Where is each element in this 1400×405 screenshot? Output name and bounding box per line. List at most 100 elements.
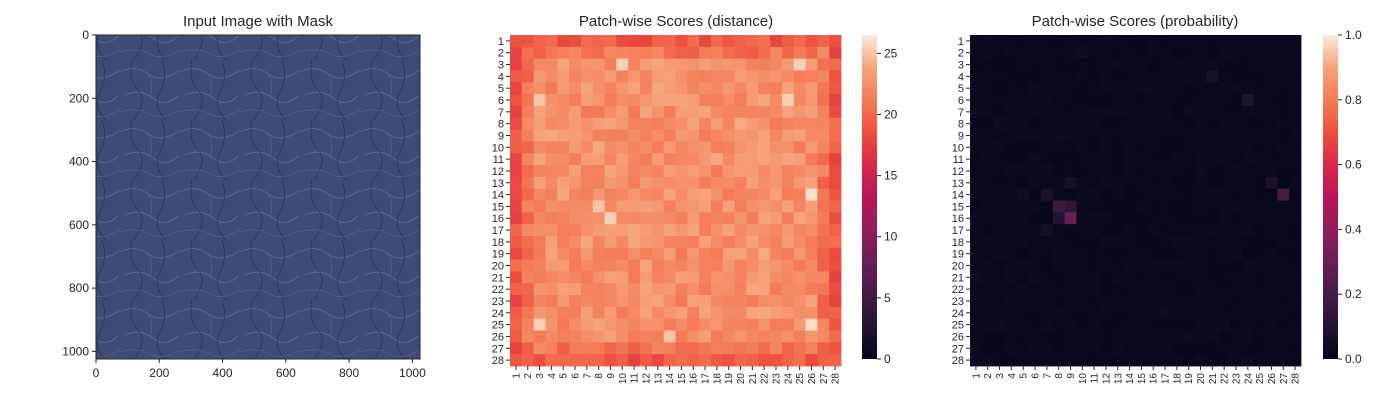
heatmap-cell	[981, 46, 995, 60]
heatmap-cell	[1040, 283, 1054, 296]
heatmap-cell	[770, 259, 783, 272]
heatmap-cell	[829, 129, 842, 142]
heatmap-cell	[1017, 354, 1030, 367]
heatmap-cell	[1206, 235, 1219, 249]
heatmap-cell	[1182, 224, 1196, 237]
heatmap-cell	[710, 188, 724, 201]
heatmap-cell	[1052, 35, 1065, 48]
heatmap-cell	[1052, 70, 1065, 83]
heatmap-cell	[533, 235, 546, 249]
col-tick-label: 9	[1066, 373, 1077, 379]
heatmap-cell	[592, 271, 605, 284]
heatmap-cell	[1206, 58, 1219, 71]
heatmap-cell	[1029, 46, 1042, 60]
heatmap-cell	[604, 306, 617, 320]
heatmap-cell	[781, 306, 795, 320]
heatmap-cell	[1206, 295, 1219, 308]
heatmap-cell	[805, 224, 818, 237]
heatmap-cell	[1088, 94, 1101, 107]
heatmap-cell	[793, 70, 806, 83]
heatmap-cell	[817, 153, 830, 166]
image-panel-title: Input Image with Mask	[183, 13, 334, 30]
heatmap-cell	[1017, 129, 1030, 142]
heatmap-cell	[1005, 129, 1018, 142]
heatmap-cell	[557, 259, 570, 272]
heatmap-cell	[1289, 259, 1302, 272]
heatmap-cell	[1088, 259, 1101, 272]
heatmap-cell	[604, 259, 617, 272]
heatmap-cell	[817, 129, 830, 142]
heatmap-cell	[1194, 342, 1207, 355]
heatmap-cell	[1088, 330, 1101, 343]
heatmap-cell	[993, 259, 1006, 272]
heatmap-cell	[580, 200, 594, 213]
heatmap-cell	[1289, 342, 1302, 355]
heatmap-cell	[675, 342, 688, 355]
row-tick-label: 1	[958, 36, 964, 48]
heatmap-cell	[710, 306, 724, 320]
heatmap-cell	[604, 342, 617, 355]
heatmap-cell	[734, 330, 747, 343]
row-tick-label: 11	[953, 154, 964, 166]
heatmap-cell	[1040, 141, 1054, 154]
heatmap-cell	[829, 271, 842, 284]
heatmap-cell	[604, 129, 617, 142]
heatmap-cell	[687, 235, 700, 249]
heatmap-cell	[1111, 176, 1125, 190]
heatmap-cell	[734, 200, 747, 213]
heatmap-cell	[651, 117, 665, 130]
heatmap-cell	[1170, 141, 1184, 154]
heatmap-cell	[1017, 94, 1030, 107]
heatmap-cell	[510, 46, 523, 60]
heatmap-cell	[533, 200, 546, 213]
heatmap-cell	[687, 46, 700, 60]
heatmap-cell	[829, 318, 842, 331]
heatmap-cell	[793, 212, 806, 225]
heatmap-cell	[1052, 224, 1065, 237]
heatmap-cell	[1182, 153, 1196, 166]
heatmap-cell	[1230, 82, 1243, 95]
heatmap-cell	[1277, 200, 1290, 213]
heatmap-cell	[970, 354, 983, 367]
heatmap-cell	[510, 70, 523, 83]
heatmap-cell	[580, 129, 594, 142]
heatmap-cell	[722, 82, 736, 95]
heatmap-cell	[580, 342, 594, 355]
heatmap-cell	[1170, 35, 1184, 48]
heatmap-cell	[1111, 35, 1125, 48]
heatmap-cell	[970, 58, 983, 71]
heatmap-cell	[1088, 224, 1101, 237]
heatmap-cell	[699, 295, 712, 308]
heatmap-cell	[1241, 129, 1255, 142]
heatmap-cell	[993, 141, 1006, 154]
heatmap-cell	[829, 117, 842, 130]
heatmap-cell	[734, 82, 747, 95]
heatmap-cell	[521, 188, 535, 201]
col-tick-label: 20	[736, 373, 747, 385]
heatmap-cell	[640, 70, 653, 83]
heatmap-cell	[781, 283, 795, 296]
heatmap-cell	[1005, 247, 1018, 261]
heatmap-cell	[580, 295, 594, 308]
col-tick-label: 21	[1208, 373, 1219, 385]
heatmap-cell	[1159, 200, 1172, 213]
heatmap-cell	[616, 153, 629, 166]
heatmap-cell	[1123, 46, 1136, 60]
heatmap-cell	[1017, 141, 1030, 154]
heatmap-cell	[569, 82, 582, 95]
heatmap-cell	[545, 212, 558, 225]
heatmap-cell	[805, 129, 818, 142]
heatmap-cell	[805, 330, 818, 343]
heatmap-cell	[1017, 212, 1030, 225]
heatmap-cell	[687, 188, 700, 201]
heatmap-cell	[1029, 82, 1042, 95]
heatmap-cell	[1052, 46, 1065, 60]
col-tick-label: 4	[1007, 373, 1018, 379]
heatmap-cell	[1289, 153, 1302, 166]
heatmap-cell	[1017, 176, 1030, 190]
row-tick-label: 17	[952, 225, 964, 237]
heatmap-cell	[1289, 224, 1302, 237]
heatmap-cell	[1088, 247, 1101, 261]
heatmap-cell	[1040, 35, 1054, 48]
heatmap-cell	[651, 188, 665, 201]
